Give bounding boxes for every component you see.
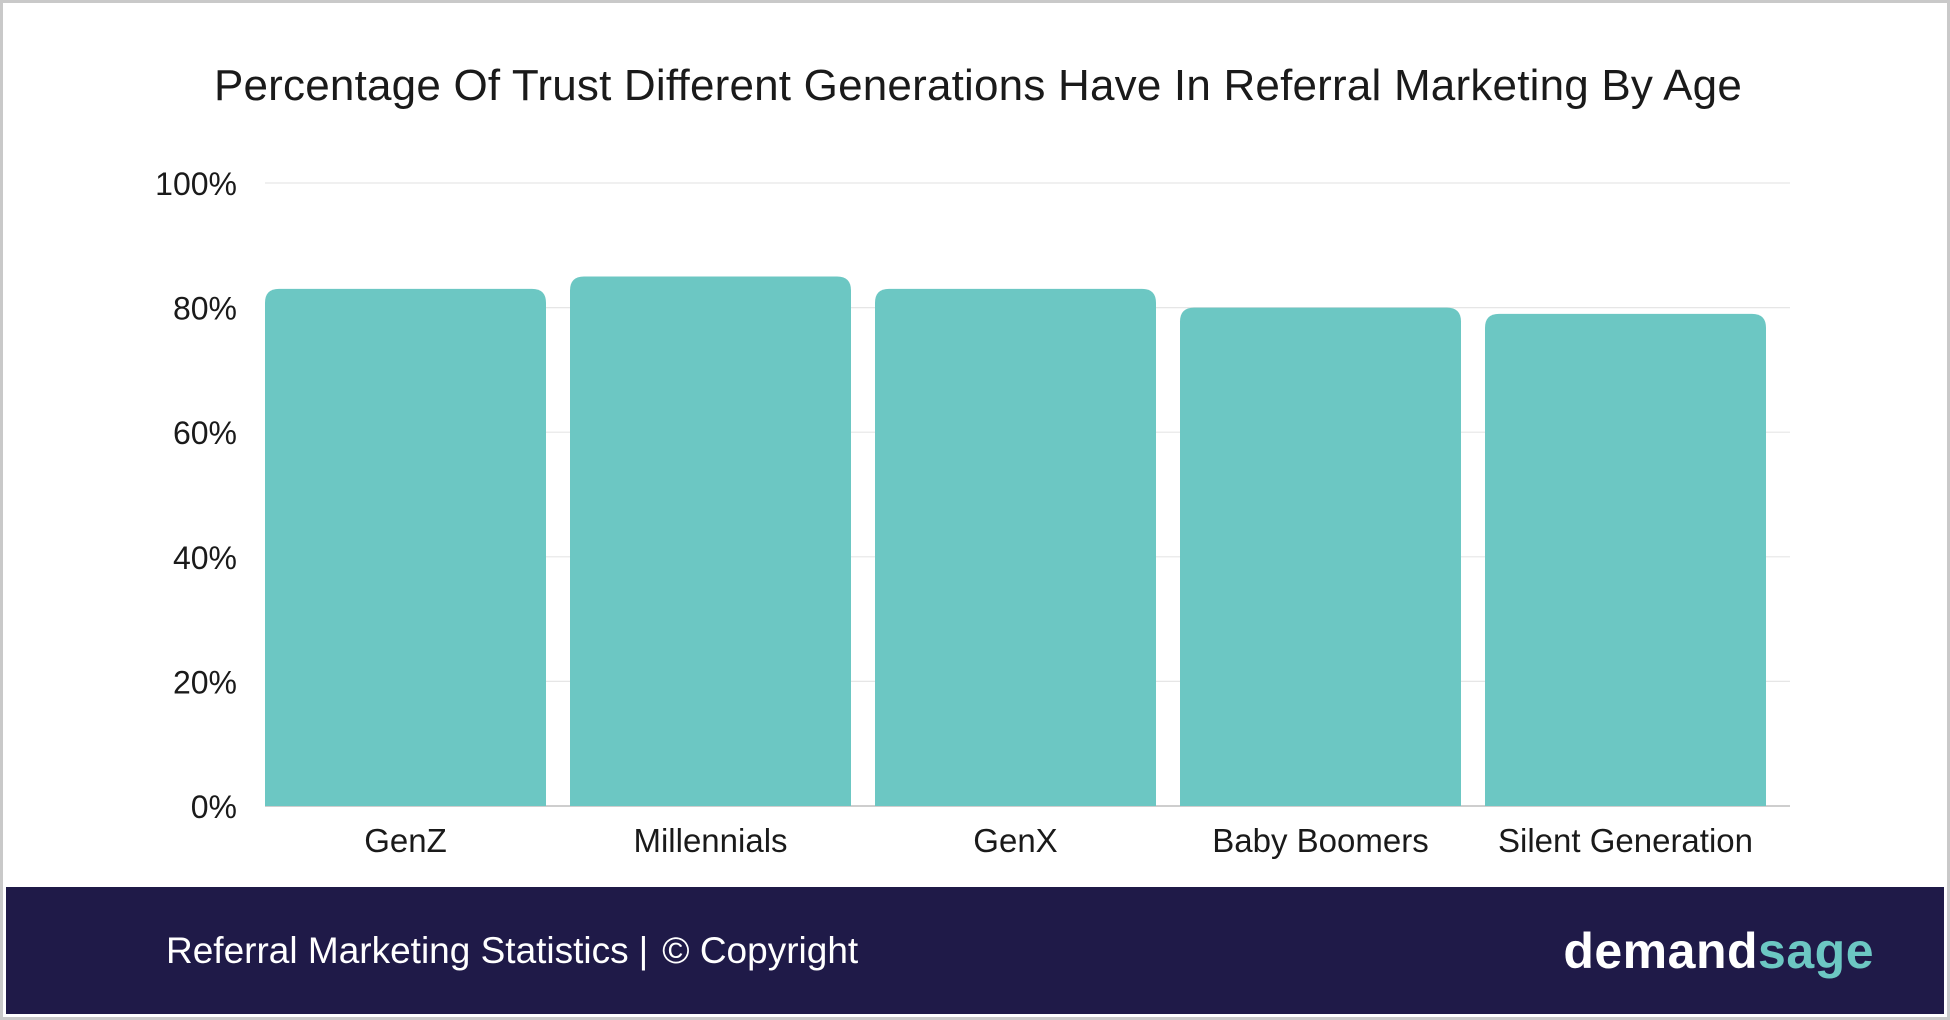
footer-caption-group: Referral Marketing Statistics | © Copyri… bbox=[166, 887, 858, 1014]
y-tick-label: 0% bbox=[191, 789, 237, 825]
brand-logo-part-1: demand bbox=[1563, 922, 1759, 979]
bar-silent-generation bbox=[1485, 313, 1766, 806]
y-tick-label: 20% bbox=[173, 664, 237, 700]
footer-separator: | bbox=[638, 929, 649, 971]
x-tick-label: Baby Boomers bbox=[1212, 822, 1428, 859]
bar-genx bbox=[875, 288, 1156, 806]
bar-genz bbox=[265, 288, 546, 806]
footer-banner: Referral Marketing Statistics | © Copyri… bbox=[6, 887, 1944, 1014]
footer-copyright: © Copyright bbox=[662, 929, 859, 971]
footer-caption: Referral Marketing Statistics bbox=[166, 929, 629, 971]
y-tick-label: 60% bbox=[173, 415, 237, 451]
x-tick-label: Millennials bbox=[633, 822, 787, 859]
chart-title: Percentage Of Trust Different Generation… bbox=[213, 61, 1743, 110]
x-tick-label: GenZ bbox=[364, 822, 447, 859]
bar-baby-boomers bbox=[1180, 307, 1461, 806]
y-tick-label: 40% bbox=[173, 540, 237, 576]
bar-chart: 0% 20% 40% 60% 80% 100% GenZ Millennials GenX Bab… bbox=[155, 166, 1790, 859]
y-tick-label: 80% bbox=[173, 291, 237, 327]
bar-millennials bbox=[570, 276, 851, 806]
brand-logo: demand sage bbox=[1563, 887, 1874, 1014]
x-tick-label: GenX bbox=[973, 822, 1057, 859]
brand-logo-part-2: sage bbox=[1758, 922, 1874, 979]
x-tick-label: Silent Generation bbox=[1498, 822, 1753, 859]
y-tick-label: 100% bbox=[155, 166, 237, 202]
